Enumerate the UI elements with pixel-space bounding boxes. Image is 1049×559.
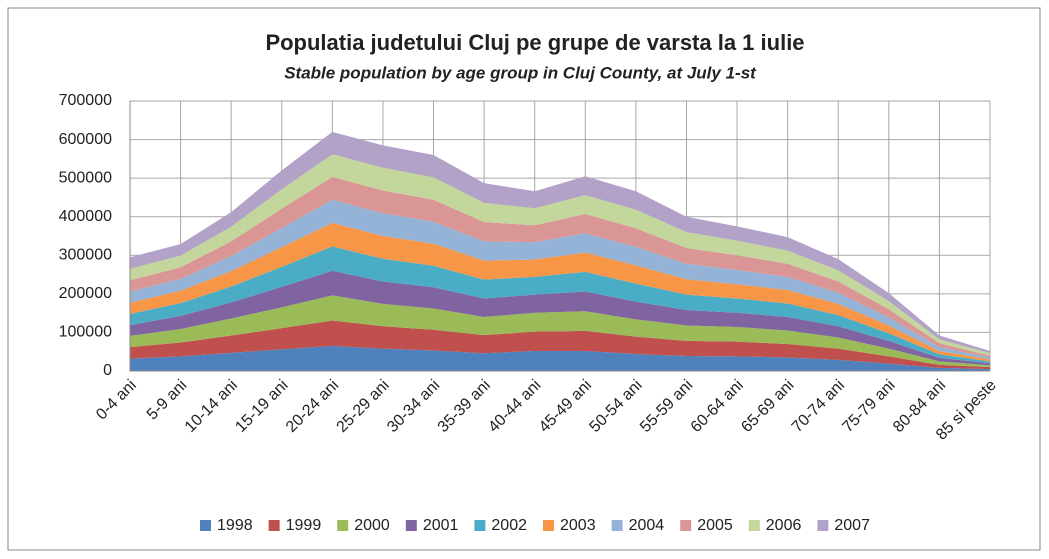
- legend-label: 2002: [491, 517, 527, 534]
- legend-label: 2005: [697, 517, 733, 534]
- legend-swatch: [817, 520, 829, 531]
- legend-swatch: [748, 520, 760, 531]
- chart-subtitle: Stable population by age group in Cluj C…: [284, 63, 757, 82]
- legend-swatch: [611, 520, 623, 531]
- y-tick-label: 300000: [59, 247, 112, 264]
- legend: 1998 1999 2000 2001 2002 2003 2004 2005 2006 2007: [200, 517, 870, 534]
- legend-label: 2003: [560, 517, 596, 534]
- legend-label: 2001: [423, 517, 459, 534]
- y-tick-label: 600000: [59, 131, 112, 148]
- y-tick-label: 0: [103, 362, 112, 379]
- legend-swatch: [474, 520, 486, 531]
- legend-label: 2004: [629, 517, 665, 534]
- area: [130, 270, 990, 366]
- y-tick-label: 500000: [59, 169, 112, 186]
- y-tick-label: 100000: [59, 324, 112, 341]
- legend-label: 1998: [217, 517, 253, 534]
- y-tick-label: 400000: [59, 208, 112, 225]
- legend-label: 1999: [286, 517, 322, 534]
- area: [130, 320, 990, 370]
- area: [130, 295, 990, 368]
- legend-swatch: [268, 520, 280, 531]
- chart-title: Populatia judetului Cluj pe grupe de var…: [265, 30, 804, 55]
- legend-swatch: [337, 520, 349, 531]
- legend-swatch: [200, 520, 212, 531]
- legend-swatch: [405, 520, 417, 531]
- legend-swatch: [680, 520, 692, 531]
- legend-label: 2007: [834, 517, 870, 534]
- legend-swatch: [543, 520, 554, 531]
- y-tick-label: 200000: [59, 285, 112, 302]
- y-tick-label: 700000: [59, 92, 112, 109]
- legend-label: 2006: [766, 517, 802, 534]
- legend-label: 2000: [354, 517, 390, 534]
- area: [130, 345, 990, 371]
